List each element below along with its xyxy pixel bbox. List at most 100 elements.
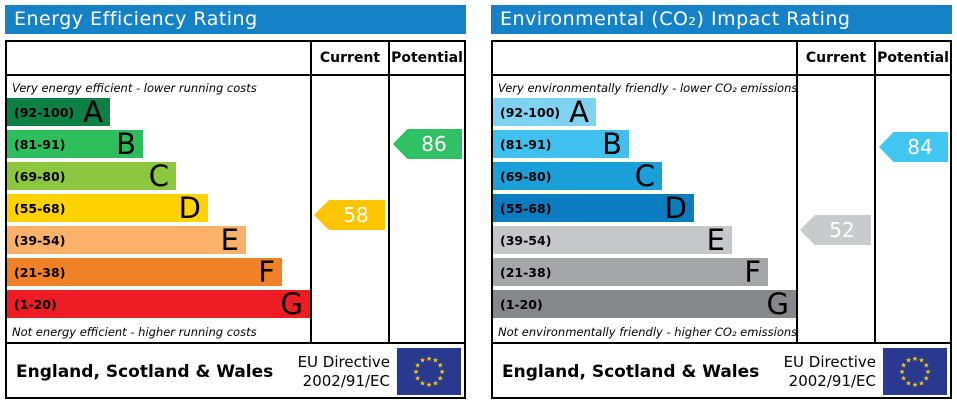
table-footer: England, Scotland & Wales EU Directive 2…: [493, 342, 950, 399]
eu-flag-stars: ★ ★ ★★ ★★ ★★ ★★ ★★: [899, 355, 931, 389]
svg-text:★: ★: [426, 381, 432, 389]
svg-text:★: ★: [918, 379, 924, 387]
eu-flag-icon: ★ ★ ★★ ★★ ★★ ★★ ★★: [883, 348, 947, 395]
band-row-c: (69-80) C: [493, 162, 662, 190]
svg-text:★: ★: [901, 362, 907, 370]
band-letter: C: [148, 162, 169, 190]
band-row-a: (92-100) A: [7, 98, 110, 126]
band-row-c: (69-80) C: [7, 162, 176, 190]
co2-impact-panel: Environmental (CO₂) Impact Rating Curren…: [491, 5, 952, 399]
potential-column-header: Potential: [874, 42, 950, 74]
band-range: (92-100): [14, 104, 75, 120]
band-range: (39-54): [500, 232, 552, 248]
band-range: (81-91): [500, 136, 552, 152]
energy-rating-table: Current Potential Very energy efficient …: [5, 40, 466, 399]
panel-title: Environmental (CO₂) Impact Rating: [491, 5, 952, 34]
band-letter: E: [220, 226, 239, 254]
svg-text:★: ★: [437, 375, 443, 383]
svg-text:★: ★: [437, 362, 443, 370]
band-letter: F: [744, 258, 761, 286]
header-spacer-cell: [7, 42, 310, 74]
svg-text:★: ★: [923, 375, 929, 383]
svg-text:★: ★: [432, 379, 438, 387]
band-row-f: (21-38) F: [493, 258, 768, 286]
svg-text:★: ★: [912, 355, 918, 363]
current-rating-arrow: 52: [800, 215, 871, 245]
svg-text:★: ★: [899, 368, 905, 376]
current-rating-cell: 52: [796, 76, 874, 342]
svg-text:★: ★: [426, 355, 432, 363]
svg-text:★: ★: [925, 368, 931, 376]
table-header-row: Current Potential: [7, 42, 464, 76]
band-letter: A: [569, 98, 589, 126]
rating-bands-area: Very energy efficient - lower running co…: [7, 76, 310, 342]
svg-text:★: ★: [905, 379, 911, 387]
eu-directive-label: EU Directive 2002/91/EC: [783, 352, 876, 390]
band-row-b: (81-91) B: [493, 130, 629, 158]
svg-text:★: ★: [901, 375, 907, 383]
band-range: (1-20): [500, 296, 543, 312]
potential-rating-value: 84: [907, 135, 933, 159]
potential-rating-arrow: 84: [879, 132, 948, 162]
svg-text:★: ★: [419, 379, 425, 387]
bottom-note: Not environmentally friendly - higher CO…: [498, 325, 798, 339]
svg-text:★: ★: [439, 368, 445, 376]
table-header-row: Current Potential: [493, 42, 950, 76]
band-letter: F: [258, 258, 275, 286]
band-range: (1-20): [14, 296, 57, 312]
band-range: (21-38): [500, 264, 552, 280]
band-letter: D: [178, 194, 201, 222]
svg-text:★: ★: [415, 362, 421, 370]
band-letter: B: [116, 130, 136, 158]
band-range: (92-100): [500, 104, 561, 120]
band-letter: G: [766, 290, 789, 318]
co2-rating-table: Current Potential Very environmentally f…: [491, 40, 952, 399]
current-rating-value: 58: [343, 203, 369, 227]
potential-column-header: Potential: [388, 42, 464, 74]
potential-rating-cell: 86: [388, 76, 464, 342]
potential-rating-arrow: 86: [393, 129, 462, 159]
svg-text:★: ★: [912, 381, 918, 389]
svg-text:★: ★: [413, 368, 419, 376]
svg-text:★: ★: [918, 357, 924, 365]
current-rating-arrow: 58: [314, 200, 385, 230]
current-rating-cell: 58: [310, 76, 388, 342]
band-range: (69-80): [500, 168, 552, 184]
header-spacer-cell: [493, 42, 796, 74]
band-range: (69-80): [14, 168, 66, 184]
eu-directive-label: EU Directive 2002/91/EC: [297, 352, 390, 390]
current-rating-value: 52: [829, 218, 855, 242]
table-footer: England, Scotland & Wales EU Directive 2…: [7, 342, 464, 399]
current-column-header: Current: [310, 42, 388, 74]
band-row-d: (55-68) D: [7, 194, 208, 222]
svg-text:★: ★: [432, 357, 438, 365]
band-range: (39-54): [14, 232, 66, 248]
band-row-b: (81-91) B: [7, 130, 143, 158]
band-letter: E: [706, 226, 725, 254]
band-row-g: (1-20) G: [7, 290, 310, 318]
region-label: England, Scotland & Wales: [16, 361, 274, 382]
band-range: (55-68): [14, 200, 66, 216]
energy-efficiency-panel: Energy Efficiency Rating Current Potenti…: [5, 5, 466, 399]
svg-text:★: ★: [419, 357, 425, 365]
potential-rating-value: 86: [421, 132, 447, 156]
current-column-header: Current: [796, 42, 874, 74]
band-letter: C: [634, 162, 655, 190]
eu-flag-icon: ★ ★ ★★ ★★ ★★ ★★ ★★: [397, 348, 461, 395]
band-row-f: (21-38) F: [7, 258, 282, 286]
panel-title: Energy Efficiency Rating: [5, 5, 466, 34]
band-letter: D: [664, 194, 687, 222]
bottom-note: Not energy efficient - higher running co…: [12, 325, 257, 339]
svg-text:★: ★: [415, 375, 421, 383]
band-row-d: (55-68) D: [493, 194, 694, 222]
band-letter: A: [83, 98, 103, 126]
rating-bands-area: Very environmentally friendly - lower CO…: [493, 76, 798, 342]
band-row-g: (1-20) G: [493, 290, 796, 318]
top-note: Very energy efficient - lower running co…: [12, 81, 257, 95]
band-row-e: (39-54) E: [493, 226, 732, 254]
top-note: Very environmentally friendly - lower CO…: [498, 81, 798, 95]
eu-flag-stars: ★ ★ ★★ ★★ ★★ ★★ ★★: [413, 355, 445, 389]
band-row-a: (92-100) A: [493, 98, 596, 126]
svg-text:★: ★: [905, 357, 911, 365]
band-range: (81-91): [14, 136, 66, 152]
